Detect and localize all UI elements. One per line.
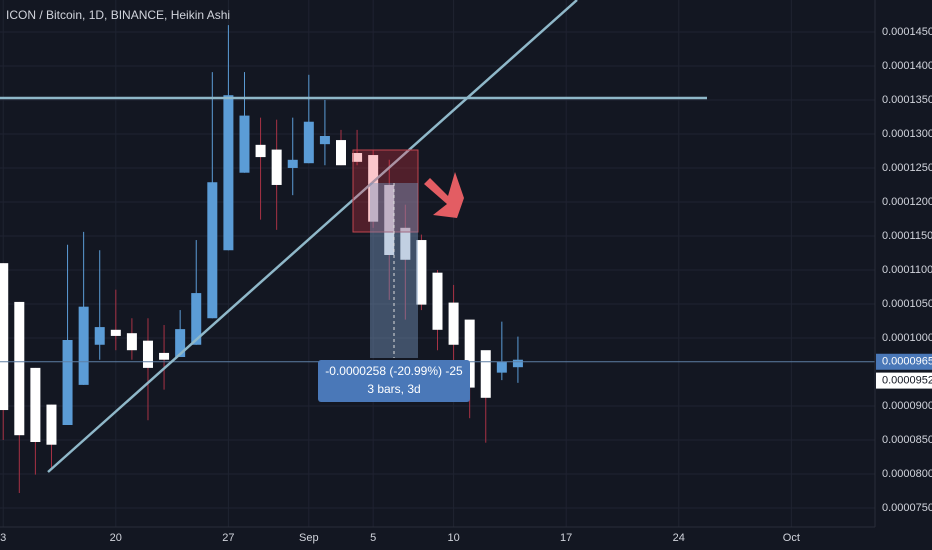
y-tick-label: 0.0001050 xyxy=(882,298,932,310)
y-tick-label: 0.0001100 xyxy=(882,264,932,276)
candles xyxy=(0,25,875,493)
candle-body xyxy=(239,115,250,173)
trend-line xyxy=(47,0,578,473)
candle-body xyxy=(335,140,346,166)
candle-body xyxy=(303,121,314,164)
y-tick-label: 0.0001000 xyxy=(882,332,932,344)
candle-body xyxy=(480,350,491,398)
candle-body xyxy=(416,240,427,305)
chart-title: ICON / Bitcoin, 1D, BINANCE, Heikin Ashi xyxy=(6,8,230,22)
candle-body xyxy=(496,361,507,373)
candle-body xyxy=(159,352,170,360)
candle-body xyxy=(319,136,330,145)
price-label-box xyxy=(876,353,932,370)
price-label: 0.0000952 xyxy=(882,375,932,387)
y-tick-label: 0.0001250 xyxy=(882,162,932,174)
candle-body xyxy=(384,184,395,255)
arrow xyxy=(424,172,464,218)
candle-body xyxy=(175,329,186,357)
grid xyxy=(0,0,875,527)
candle-body xyxy=(287,159,298,168)
candle-body xyxy=(126,333,137,351)
candle-body xyxy=(512,359,523,368)
x-tick-label: Oct xyxy=(783,532,800,544)
candle-body xyxy=(78,306,89,385)
x-tick-label: 20 xyxy=(110,532,122,544)
measure-box-red xyxy=(352,149,419,233)
candle-body xyxy=(368,155,379,222)
candle-body xyxy=(255,144,266,158)
x-tick-label: 17 xyxy=(560,532,572,544)
candle-body xyxy=(432,272,443,330)
measure-label-box xyxy=(318,360,470,402)
measure-label: -0.0000258 (-20.99%) -25 xyxy=(325,364,463,378)
candle-body xyxy=(464,319,475,388)
x-tick-label: 24 xyxy=(673,532,685,544)
candle-body xyxy=(0,263,9,411)
candle-body xyxy=(110,329,121,336)
price-label-box xyxy=(876,372,932,389)
x-tick-label: 3 xyxy=(0,532,6,544)
y-tick-label: 0.0001400 xyxy=(882,60,932,72)
y-tick-label: 0.0000900 xyxy=(882,400,932,412)
measure-label: 3 bars, 3d xyxy=(367,382,420,396)
candle-body xyxy=(207,182,218,319)
candle-body xyxy=(94,327,105,345)
candle-body xyxy=(352,153,363,162)
x-tick-label: 27 xyxy=(222,532,234,544)
candle-body xyxy=(191,293,202,345)
y-tick-label: 0.0001300 xyxy=(882,128,932,140)
y-tick-label: 0.0000800 xyxy=(882,468,932,480)
price-label: 0.0000965 xyxy=(882,356,932,368)
y-tick-label: 0.0000850 xyxy=(882,434,932,446)
x-tick-label: Sep xyxy=(299,532,319,544)
drawings: -0.0000258 (-20.99%) -25 3 bars, 3d xyxy=(0,0,707,473)
y-tick-label: 0.0001450 xyxy=(882,26,932,38)
candle-body xyxy=(142,340,153,368)
candle-body xyxy=(14,301,25,436)
x-tick-label: 10 xyxy=(447,532,459,544)
y-tick-label: 0.0001150 xyxy=(882,230,932,242)
candle-body xyxy=(271,149,282,185)
x-tick-label: 5 xyxy=(370,532,376,544)
axes: 0.0001450 0.0001400 0.0001350 0.0001300 0.00… xyxy=(0,26,932,544)
candle-body xyxy=(223,95,234,251)
y-tick-label: 0.0000750 xyxy=(882,502,932,514)
candle-body xyxy=(400,227,411,260)
y-tick-label: 0.0001200 xyxy=(882,196,932,208)
candle-body xyxy=(448,302,459,345)
y-tick-label: 0.0001350 xyxy=(882,94,932,106)
candle-body xyxy=(46,404,57,445)
candle-body xyxy=(30,367,41,442)
candle-body xyxy=(62,340,73,425)
